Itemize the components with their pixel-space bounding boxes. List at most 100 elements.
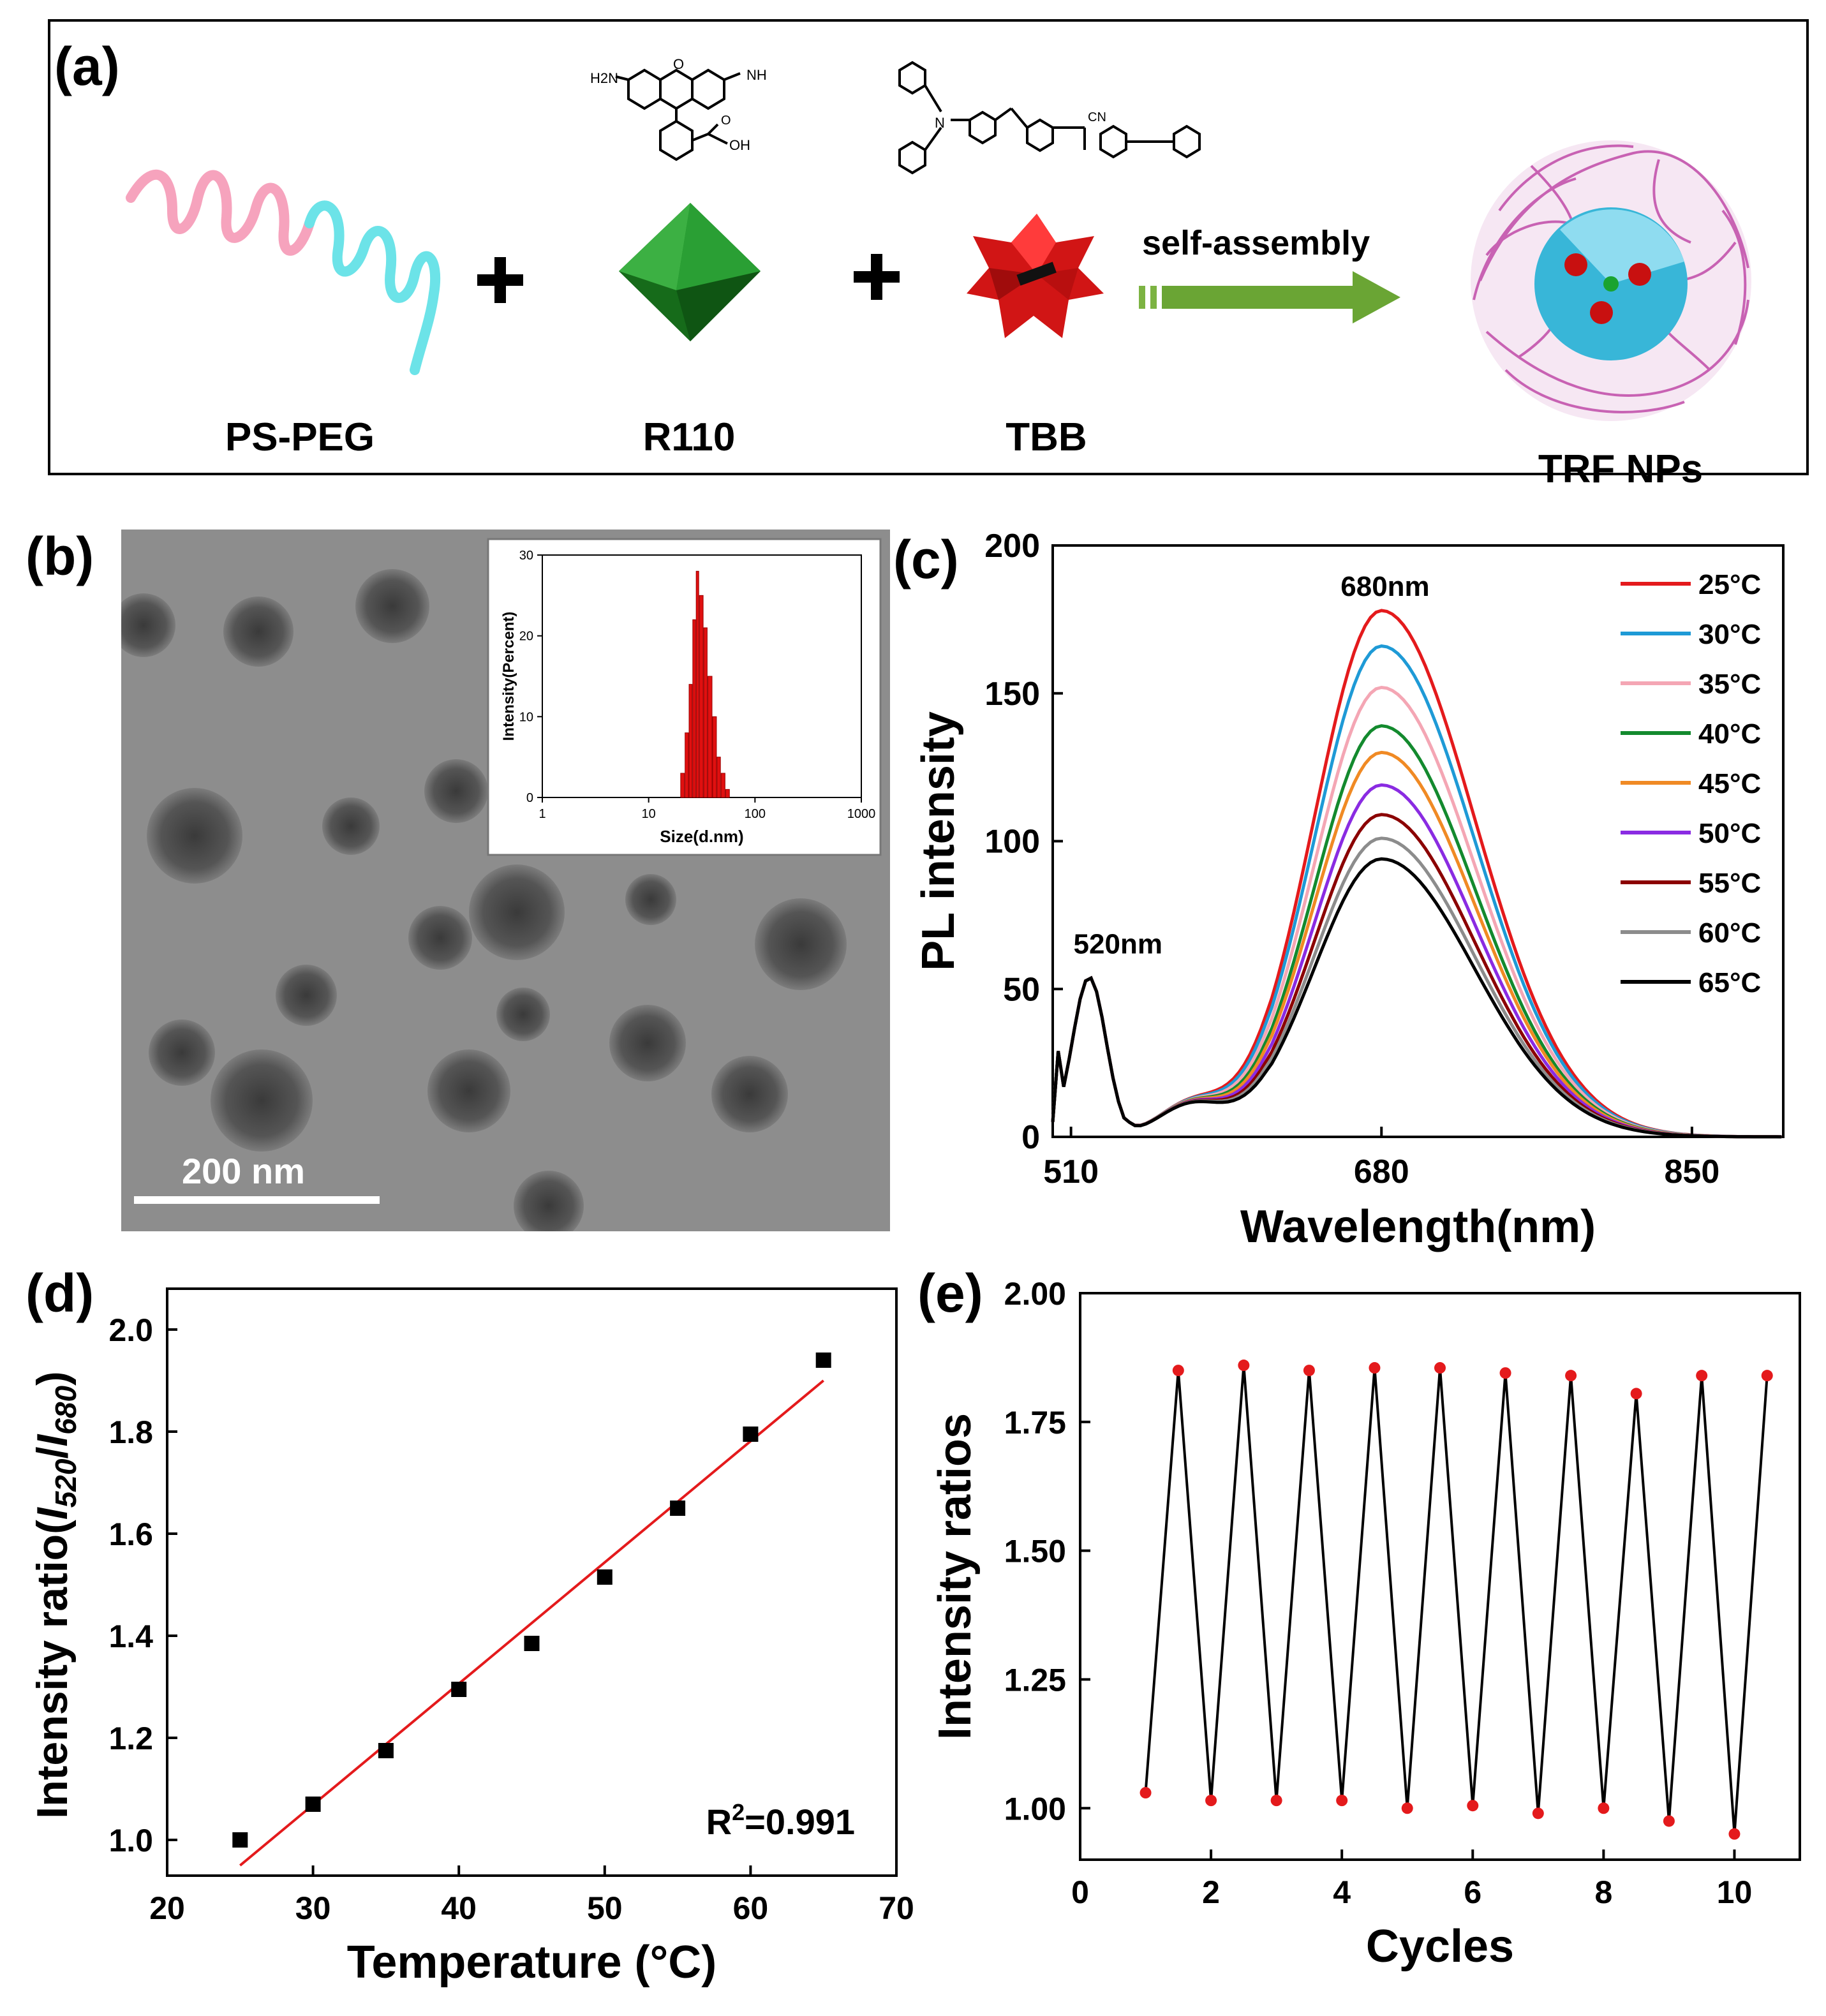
d-xtick-label: 20: [149, 1890, 185, 1926]
c-series-line: [1051, 857, 1782, 1139]
e-data-point: [1696, 1370, 1708, 1382]
inset-ytick-label: 10: [519, 710, 533, 724]
e-xtick-label: 6: [1464, 1874, 1481, 1910]
d-xtick-label: 50: [587, 1890, 623, 1926]
e-data-point: [1565, 1370, 1577, 1382]
d-data-point: [305, 1797, 321, 1812]
r110-amine-label: H2N: [590, 70, 618, 86]
panel-e-label: (e): [917, 1263, 983, 1323]
e-data-point: [1270, 1795, 1282, 1807]
c-series-line: [1051, 609, 1782, 1139]
e-data-point: [1630, 1388, 1642, 1400]
inset-ylabel: Intensity(Percent): [500, 612, 517, 741]
cycles-chart: 0 2 4 6 8 10 1.00 1.25 1.50 1.75 2.00 Cycles Intensi…: [930, 1276, 1801, 1972]
c-ytick-label: 100: [984, 824, 1040, 861]
c-legend-label: 45°C: [1698, 768, 1761, 799]
e-xlabel: Cycles: [1366, 1921, 1514, 1972]
e-data-point: [1663, 1815, 1675, 1827]
tbb-crystal-icon: [967, 214, 1104, 338]
c-xtick-label: 510: [1043, 1153, 1099, 1190]
e-data-point: [1401, 1802, 1413, 1814]
e-data-point: [1499, 1367, 1511, 1379]
e-ytick-label: 1.75: [1004, 1405, 1066, 1441]
e-data-point: [1139, 1787, 1152, 1799]
e-ytick-label: 1.50: [1004, 1534, 1066, 1569]
d-data-point: [670, 1501, 686, 1516]
e-ytick-label: 1.00: [1004, 1791, 1066, 1827]
plus-icon-1: [477, 257, 523, 303]
r110-label: R110: [642, 415, 736, 459]
tbb-cn-label: CN: [1088, 110, 1106, 124]
e-data-point: [1598, 1802, 1610, 1814]
inset-xtick-label: 1: [538, 807, 546, 821]
ps-peg-coil-icon: [126, 169, 441, 375]
tem-micrograph: 200 nm 1 10 100 1000 0 10 20 30 Size(d.nm) Intens…: [121, 530, 890, 1231]
c-legend-label: 35°C: [1698, 669, 1761, 700]
c-series-line: [1051, 813, 1782, 1139]
r110-octahedron-icon: [619, 203, 761, 341]
inset-ytick-label: 30: [519, 549, 533, 563]
d-frame: [166, 1287, 898, 1877]
inset-bar: [716, 757, 721, 798]
self-assembly-label: self-assembly: [1142, 224, 1370, 262]
inset-ytick-label: 0: [526, 791, 533, 805]
ps-peg-label: PS-PEG: [225, 415, 375, 459]
plus-icon-2: [854, 254, 900, 300]
c-peak-520-label: 520nm: [1074, 929, 1162, 960]
d-fit-line: [239, 1379, 824, 1867]
d-ytick-label: 1.0: [108, 1823, 153, 1858]
self-assembly-arrow-icon: [1139, 271, 1400, 323]
d-ytick-label: 1.6: [108, 1516, 153, 1552]
e-data-point: [1761, 1370, 1773, 1382]
c-xlabel: Wavelength(nm): [1240, 1201, 1596, 1252]
e-data-point: [1728, 1828, 1741, 1840]
inset-xlabel: Size(d.nm): [660, 827, 743, 846]
inset-bar: [695, 570, 699, 798]
c-peak-680-label: 680nm: [1340, 571, 1429, 602]
r110-imine-label: NH: [746, 67, 767, 83]
e-data-point: [1467, 1800, 1479, 1812]
c-xtick-label: 680: [1354, 1153, 1409, 1190]
c-xtick-label: 850: [1664, 1153, 1719, 1190]
panel-d-label: (d): [26, 1263, 94, 1323]
inset-ytick-label: 20: [519, 630, 533, 644]
c-ylabel: PL intensity: [913, 711, 964, 971]
d-data-point: [524, 1636, 540, 1651]
panel-c-label: (c): [893, 530, 959, 589]
d-xtick-label: 70: [879, 1890, 913, 1926]
c-legend-label: 30°C: [1698, 619, 1761, 650]
e-xtick-label: 4: [1333, 1874, 1351, 1910]
d-r2-annotation: R2=0.991: [706, 1799, 855, 1842]
d-xlabel: Temperature (°C): [347, 1937, 717, 1988]
inset-bar: [707, 676, 713, 798]
c-ytick-label: 200: [984, 528, 1040, 565]
c-legend-label: 25°C: [1698, 569, 1761, 600]
r110-structure-icon: [615, 68, 741, 161]
inset-xtick-label: 10: [642, 807, 656, 821]
d-data-point: [597, 1569, 612, 1585]
pl-spectra-chart: 510 680 850 0 50 100 150 200 520nm 680nm Wavelengt…: [913, 528, 1785, 1252]
inset-bar: [720, 773, 725, 798]
trf-nps-label: TRF NPs: [1538, 447, 1704, 491]
scale-bar-label: 200 nm: [182, 1151, 305, 1191]
e-data-point: [1336, 1795, 1348, 1807]
c-ytick-label: 50: [1003, 971, 1040, 1008]
inset-bar: [680, 773, 685, 798]
panel-a-label: (a): [54, 36, 120, 96]
c-legend-label: 55°C: [1698, 868, 1761, 899]
inset-bar: [685, 732, 689, 798]
tbb-structure-icon: [898, 61, 1201, 175]
ratio-vs-temperature-chart: 20 30 40 50 60 70 1.0 1.2 1.4 1.6 1.8 2.0 Temperatur…: [28, 1287, 913, 1988]
e-data-point: [1303, 1365, 1315, 1377]
r110-ring-o-label: O: [673, 56, 684, 72]
d-xtick-label: 40: [441, 1890, 477, 1926]
c-ytick-label: 150: [984, 676, 1040, 713]
r110-carbonyl-o-label: O: [721, 114, 731, 128]
d-ylabel: Intensity ratio(I520/I680): [28, 1371, 82, 1818]
trf-nanoparticle-icon: [1471, 140, 1751, 421]
d-data-point: [232, 1832, 248, 1848]
inset-xtick-label: 100: [745, 807, 766, 821]
panel-a-schematic: [48, 19, 1809, 475]
inset-bar: [688, 684, 693, 798]
c-legend-label: 65°C: [1698, 967, 1761, 998]
